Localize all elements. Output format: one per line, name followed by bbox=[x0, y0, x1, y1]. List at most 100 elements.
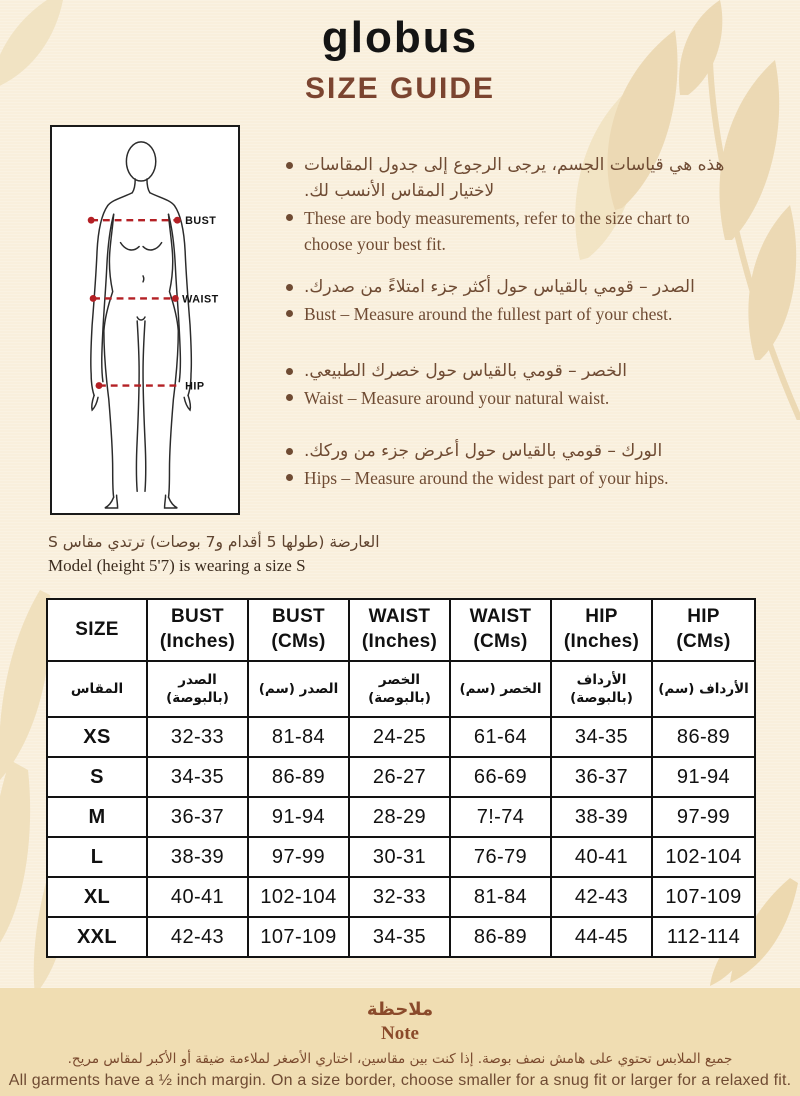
table-cell: 26-27 bbox=[348, 756, 451, 798]
hip-text-ar: الورك – قومي بالقياس حول أعرض جزء من ورك… bbox=[304, 441, 663, 462]
table-cell: 42-43 bbox=[550, 876, 653, 918]
waist-line-label: WAIST bbox=[182, 293, 219, 305]
size-cell: M bbox=[46, 796, 148, 838]
table-cell: 97-99 bbox=[247, 836, 350, 878]
table-cell: 32-33 bbox=[146, 716, 249, 758]
brand-logo: globus bbox=[321, 13, 479, 62]
table-cell: 40-41 bbox=[146, 876, 249, 918]
table-cell: 86-89 bbox=[449, 916, 552, 958]
bust-text-en: Bust – Measure around the fullest part o… bbox=[304, 303, 673, 324]
table-cell: 36-37 bbox=[146, 796, 249, 838]
size-chart-table: SIZE BUST (Inches) BUST (CMs) WAIST (Inches… bbox=[46, 598, 756, 958]
size-cell: XS bbox=[46, 716, 148, 758]
instructions-list: هذه هي قياسات الجسم، يرجى الرجوع إلى جدو… bbox=[286, 153, 728, 509]
column-header-bust-inches: BUST (Inches) bbox=[146, 598, 249, 662]
intro-bullet-group: هذه هي قياسات الجسم، يرجى الرجوع إلى جدو… bbox=[286, 153, 728, 257]
hip-text-en: Hips – Measure around the widest part of… bbox=[304, 468, 669, 489]
table-header-row-ar: المقاس الصدر (بالبوصة) الصدر (سم) الخصر … bbox=[46, 660, 756, 718]
column-header-size: SIZE bbox=[46, 598, 148, 662]
table-cell: 30-31 bbox=[348, 836, 451, 878]
size-cell: XXL bbox=[46, 916, 148, 958]
table-cell: 36-37 bbox=[550, 756, 653, 798]
table-cell: 40-41 bbox=[550, 836, 653, 878]
bullet-dot-icon bbox=[286, 309, 293, 317]
table-cell: 81-84 bbox=[247, 716, 350, 758]
table-cell: 44-45 bbox=[550, 916, 653, 958]
list-item: هذه هي قياسات الجسم، يرجى الرجوع إلى جدو… bbox=[286, 153, 728, 205]
table-cell: 24-25 bbox=[348, 716, 451, 758]
hip-bullet-group: الورك – قومي بالقياس حول أعرض جزء من ورك… bbox=[286, 439, 728, 491]
table-cell: 91-94 bbox=[247, 796, 350, 838]
bullet-dot-icon bbox=[286, 368, 293, 376]
body-diagram-panel: BUST WAIST HIP bbox=[50, 125, 240, 515]
table-cell: 86-89 bbox=[651, 716, 756, 758]
list-item: Waist – Measure around your natural wais… bbox=[286, 385, 728, 411]
table-cell: 28-29 bbox=[348, 796, 451, 838]
table-row-m: M 36-37 91-94 28-29 7!-74 38-39 97-99 bbox=[46, 796, 756, 838]
bullet-dot-icon bbox=[286, 162, 293, 169]
model-note-ar: العارضة (طولها 5 أقدام و7 بوصات) ترتدي م… bbox=[48, 533, 380, 551]
table-cell: 76-79 bbox=[449, 836, 552, 878]
table-cell: 34-35 bbox=[348, 916, 451, 958]
table-cell: 32-33 bbox=[348, 876, 451, 918]
column-header-waist-inches: WAIST (Inches) bbox=[348, 598, 451, 662]
list-item: Hips – Measure around the widest part of… bbox=[286, 465, 728, 491]
bullet-dot-icon bbox=[286, 394, 293, 402]
table-cell: 34-35 bbox=[146, 756, 249, 798]
column-header-bust-inches-ar: الصدر (بالبوصة) bbox=[146, 660, 249, 718]
column-header-bust-cms-ar: الصدر (سم) bbox=[247, 660, 350, 718]
bullet-dot-icon bbox=[286, 284, 293, 292]
waist-bullet-group: الخصر – قومي بالقياس حول خصرك الطبيعي. W… bbox=[286, 359, 728, 411]
list-item: الصدر – قومي بالقياس حول أكثر جزء امتلاء… bbox=[286, 275, 728, 301]
table-cell: 38-39 bbox=[550, 796, 653, 838]
body-measurement-figure: BUST WAIST HIP bbox=[87, 141, 219, 509]
note-title-ar: ملاحظة bbox=[366, 999, 434, 1020]
table-cell: 7!-74 bbox=[449, 796, 552, 838]
table-cell: 102-104 bbox=[651, 836, 756, 878]
bust-bullet-group: الصدر – قومي بالقياس حول أكثر جزء امتلاء… bbox=[286, 275, 728, 327]
hip-line-label: HIP bbox=[185, 381, 204, 393]
table-cell: 86-89 bbox=[247, 756, 350, 798]
note-body-ar: جميع الملابس تحتوي على هامش نصف بوصة. إذ… bbox=[67, 1051, 733, 1068]
table-cell: 81-84 bbox=[449, 876, 552, 918]
table-cell: 107-109 bbox=[651, 876, 756, 918]
column-header-hip-cms: HIP (CMs) bbox=[651, 598, 756, 662]
column-header-hip-cms-ar: الأرداف (سم) bbox=[651, 660, 756, 718]
table-row-l: L 38-39 97-99 30-31 76-79 40-41 102-104 bbox=[46, 836, 756, 878]
note-panel: ملاحظة Note جميع الملابس تحتوي على هامش … bbox=[0, 988, 800, 1096]
model-size-note: العارضة (طولها 5 أقدام و7 بوصات) ترتدي م… bbox=[48, 530, 488, 579]
list-item: Bust – Measure around the fullest part o… bbox=[286, 301, 728, 327]
list-item: الخصر – قومي بالقياس حول خصرك الطبيعي. bbox=[286, 359, 728, 385]
column-header-bust-cms: BUST (CMs) bbox=[247, 598, 350, 662]
table-cell: 97-99 bbox=[651, 796, 756, 838]
table-cell: 42-43 bbox=[146, 916, 249, 958]
column-header-waist-cms-ar: الخصر (سم) bbox=[449, 660, 552, 718]
intro-text-en: These are body measurements, refer to th… bbox=[304, 207, 690, 254]
list-item: الورك – قومي بالقياس حول أعرض جزء من ورك… bbox=[286, 439, 728, 465]
table-cell: 61-64 bbox=[449, 716, 552, 758]
table-cell: 102-104 bbox=[247, 876, 350, 918]
table-cell: 112-114 bbox=[651, 916, 756, 958]
table-row-xxl: XXL 42-43 107-109 34-35 86-89 44-45 112-… bbox=[46, 916, 756, 958]
model-note-en: Model (height 5'7) is wearing a size S bbox=[48, 556, 306, 576]
table-cell: 91-94 bbox=[651, 756, 756, 798]
bust-line-label: BUST bbox=[185, 215, 216, 227]
table-cell: 38-39 bbox=[146, 836, 249, 878]
intro-text-ar: هذه هي قياسات الجسم، يرجى الرجوع إلى جدو… bbox=[304, 155, 725, 201]
size-cell: L bbox=[46, 836, 148, 878]
column-header-size-ar: المقاس bbox=[46, 660, 148, 718]
table-cell: 34-35 bbox=[550, 716, 653, 758]
table-cell: 107-109 bbox=[247, 916, 350, 958]
table-row-xl: XL 40-41 102-104 32-33 81-84 42-43 107-1… bbox=[46, 876, 756, 918]
bust-text-ar: الصدر – قومي بالقياس حول أكثر جزء امتلاء… bbox=[304, 277, 695, 298]
note-title-en: Note bbox=[381, 1023, 419, 1045]
page-title: SIZE GUIDE bbox=[304, 72, 496, 105]
measurement-lines bbox=[87, 216, 181, 390]
column-header-waist-inches-ar: الخصر (بالبوصة) bbox=[348, 660, 451, 718]
waist-text-ar: الخصر – قومي بالقياس حول خصرك الطبيعي. bbox=[304, 361, 628, 382]
size-cell: XL bbox=[46, 876, 148, 918]
list-item: These are body measurements, refer to th… bbox=[286, 205, 728, 258]
size-cell: S bbox=[46, 756, 148, 798]
table-row-s: S 34-35 86-89 26-27 66-69 36-37 91-94 bbox=[46, 756, 756, 798]
